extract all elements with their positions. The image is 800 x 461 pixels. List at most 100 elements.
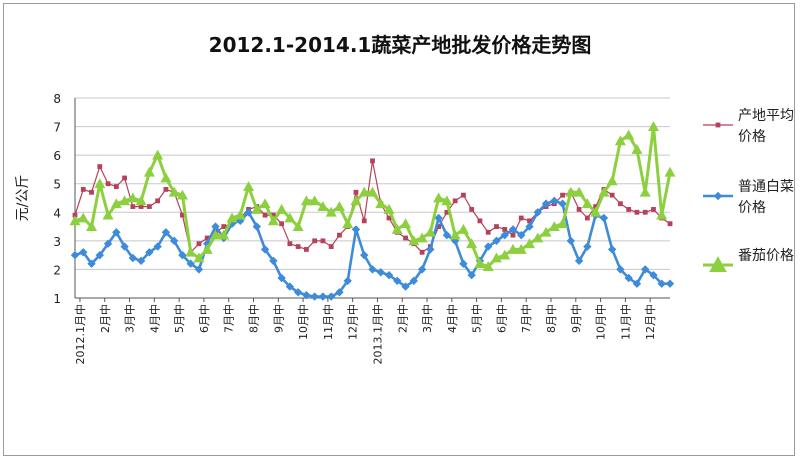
data-point — [624, 273, 633, 283]
chart-title: 2012.1-2014.1蔬菜产地批发价格走势图 — [209, 33, 592, 57]
data-point — [483, 242, 493, 251]
x-tick-label: 2月中 — [99, 304, 112, 333]
data-point — [163, 187, 169, 192]
data-point — [434, 213, 443, 223]
data-point — [490, 252, 502, 263]
data-point — [317, 201, 329, 211]
x-tick-label: 6月中 — [198, 304, 211, 333]
data-point — [209, 229, 221, 240]
data-point — [452, 198, 458, 204]
x-tick-label: 7月中 — [223, 304, 236, 333]
data-point — [328, 244, 334, 249]
y-axis-label: 元/公斤 — [15, 175, 31, 222]
data-point — [370, 158, 375, 164]
x-tick-label: 2013.1月中 — [371, 304, 384, 365]
data-point — [436, 224, 442, 229]
data-point — [102, 209, 114, 220]
data-point — [145, 248, 154, 257]
data-point — [515, 243, 527, 254]
data-point — [103, 239, 113, 248]
data-point — [550, 196, 559, 206]
data-point — [161, 228, 171, 237]
data-point — [342, 218, 354, 229]
legend-label-line: 价格 — [738, 200, 766, 216]
data-point — [69, 215, 81, 226]
data-point — [558, 199, 567, 208]
data-point — [143, 166, 155, 177]
y-tick-label: 8 — [53, 92, 61, 106]
data-point — [94, 178, 106, 189]
data-point — [424, 226, 436, 237]
data-point — [70, 250, 80, 260]
data-point — [353, 189, 359, 195]
data-point — [403, 235, 408, 241]
data-point — [647, 121, 659, 131]
y-tick-label: 2 — [53, 263, 61, 277]
data-point — [95, 250, 104, 260]
data-point — [656, 209, 668, 220]
data-point — [665, 279, 675, 288]
data-point — [80, 187, 86, 192]
data-point — [270, 212, 276, 218]
data-point — [386, 215, 392, 221]
data-point — [243, 181, 255, 191]
data-point — [302, 290, 311, 300]
x-tick-labels: 2012.1月中 2月中 3月中 4月中 5月中 6月中 7月中 8月中 9月中 10月中 11月中… — [74, 304, 657, 365]
data-point — [176, 189, 188, 200]
data-point — [309, 195, 321, 206]
x-tick-label: 8月中 — [248, 304, 261, 333]
data-point — [269, 256, 278, 266]
data-point — [541, 199, 551, 208]
data-point — [300, 195, 312, 206]
data-point — [618, 201, 623, 207]
data-point — [204, 235, 210, 241]
data-point — [502, 227, 508, 232]
data-point — [457, 223, 469, 234]
data-point — [180, 212, 185, 218]
data-point — [593, 204, 599, 209]
data-point — [583, 242, 592, 251]
data-point — [110, 198, 122, 209]
x-tick-label: 11月中 — [619, 304, 632, 340]
data-point — [318, 292, 328, 301]
data-point — [631, 143, 643, 154]
data-point — [119, 195, 131, 206]
data-point — [252, 222, 262, 231]
x-tick-label: 2012.1月中 — [74, 304, 87, 365]
x-tick-label: 3月中 — [421, 304, 434, 333]
data-point — [251, 203, 263, 214]
data-point — [312, 238, 318, 244]
data-point — [279, 221, 284, 227]
data-point — [499, 249, 511, 260]
data-point — [709, 256, 727, 273]
data-point — [634, 209, 640, 215]
y-axis-label-group: 元/公斤 — [15, 175, 31, 222]
data-point — [433, 192, 445, 203]
data-point — [320, 238, 326, 244]
data-point — [285, 282, 295, 291]
data-point — [548, 221, 560, 231]
x-tick-label: 5月中 — [471, 304, 484, 333]
data-point — [642, 209, 648, 215]
data-point — [540, 226, 552, 237]
data-point — [211, 222, 220, 231]
data-point — [105, 181, 111, 187]
data-point — [325, 206, 337, 217]
data-point — [584, 215, 590, 221]
data-point — [400, 218, 412, 229]
data-point — [607, 245, 617, 254]
data-point — [186, 259, 195, 268]
data-point — [632, 279, 642, 288]
data-point — [474, 258, 486, 269]
data-point — [616, 265, 625, 274]
data-point — [113, 184, 119, 189]
legend-label-line: 价格 — [738, 129, 766, 145]
data-point — [482, 261, 494, 271]
data-point — [168, 186, 180, 197]
data-point — [524, 238, 536, 249]
x-tick-label: 4月中 — [446, 304, 459, 333]
data-point — [532, 232, 544, 243]
axes — [74, 98, 670, 302]
data-point — [510, 232, 516, 238]
